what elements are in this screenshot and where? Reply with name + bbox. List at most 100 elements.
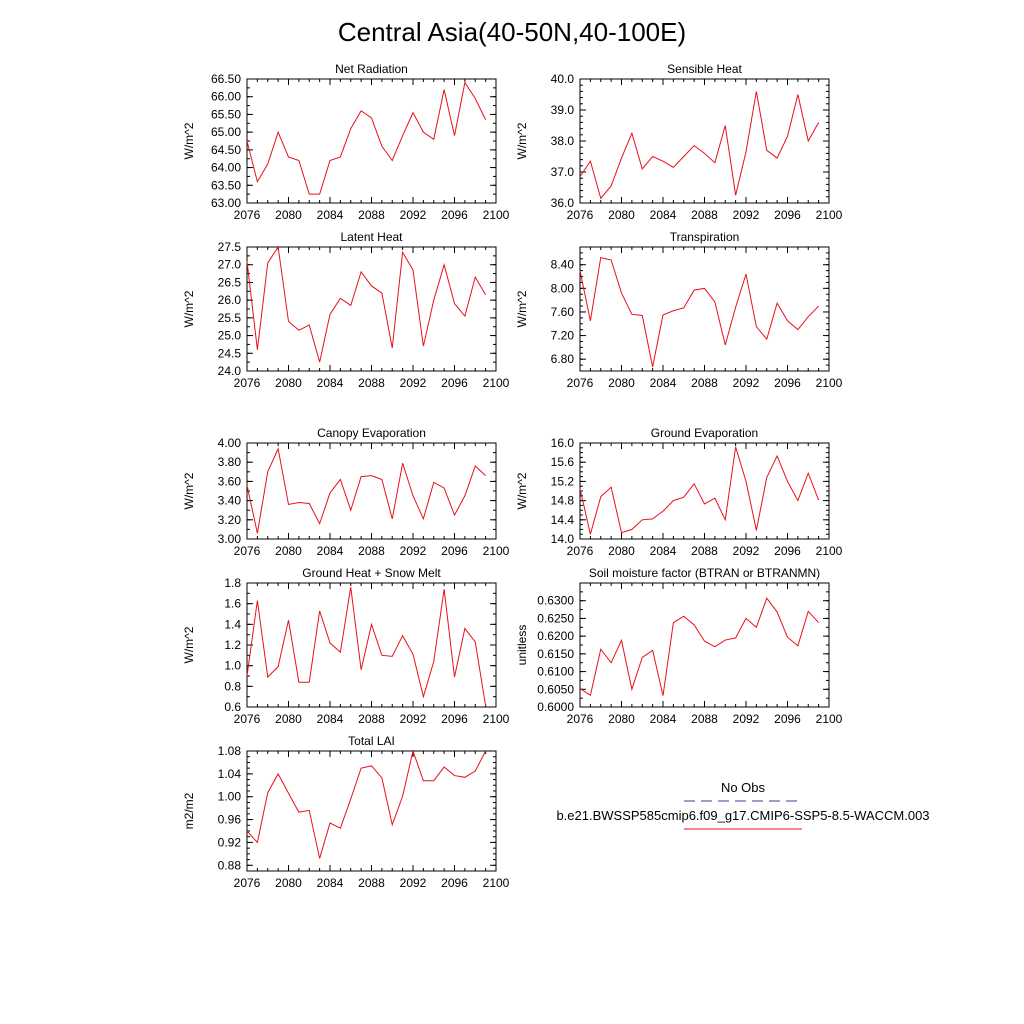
plot-frame xyxy=(579,582,830,708)
y-tick-label: 63.00 xyxy=(211,196,241,210)
y-axis-label: W/m^2 xyxy=(515,122,529,159)
series-line xyxy=(579,91,820,200)
y-tick-label: 63.50 xyxy=(211,178,241,192)
y-tick-label: 26.5 xyxy=(218,275,242,289)
x-tick-label: 2096 xyxy=(774,712,801,726)
x-tick-label: 2100 xyxy=(483,712,510,726)
y-axis-label: m2/m2 xyxy=(182,792,196,829)
x-tick-label: 2096 xyxy=(441,376,468,390)
y-tick-label: 0.88 xyxy=(218,858,242,872)
y-tick-label: 64.50 xyxy=(211,143,241,157)
x-tick-label: 2080 xyxy=(275,544,302,558)
y-tick-label: 7.60 xyxy=(551,305,575,319)
x-tick-label: 2100 xyxy=(816,376,843,390)
y-tick-label: 36.0 xyxy=(551,196,575,210)
x-tick-label: 2084 xyxy=(317,712,344,726)
x-tick-label: 2076 xyxy=(234,712,261,726)
x-tick-label: 2088 xyxy=(358,712,385,726)
y-tick-label: 3.40 xyxy=(218,494,242,508)
plot-6: Ground Evaporation W/m^2 14.0 14.4 14.8 15.2 1… xyxy=(515,426,843,558)
y-tick-label: 0.6200 xyxy=(537,629,574,643)
y-tick-label: 1.8 xyxy=(224,576,241,590)
x-tick-label: 2080 xyxy=(608,376,635,390)
series-line xyxy=(246,245,487,363)
x-tick-label: 2076 xyxy=(234,876,261,890)
x-tick-label: 2076 xyxy=(567,208,594,222)
plot-title: Total LAI xyxy=(348,734,395,748)
y-tick-label: 1.00 xyxy=(218,790,242,804)
y-axis-label: W/m^2 xyxy=(182,122,196,159)
plot-frame xyxy=(579,442,830,540)
x-tick-label: 2100 xyxy=(483,876,510,890)
plot-frame xyxy=(579,78,830,204)
x-tick-label: 2084 xyxy=(317,376,344,390)
plot-8: Soil moisture factor (BTRAN or BTRANMN) u… xyxy=(515,566,843,726)
plot-frame xyxy=(246,442,497,540)
x-tick-label: 2100 xyxy=(483,208,510,222)
x-tick-label: 2080 xyxy=(608,712,635,726)
plot-frame xyxy=(246,78,497,204)
plot-5: Canopy Evaporation W/m^2 3.00 3.20 3.40 3.60 3… xyxy=(182,426,510,558)
figure-title: Central Asia(40-50N,40-100E) xyxy=(338,17,686,47)
x-tick-label: 2092 xyxy=(400,376,427,390)
x-tick-label: 2088 xyxy=(691,712,718,726)
plot-9: Total LAI m2/m2 0.88 0.92 0.96 1.00 1.04 1.08 20… xyxy=(182,734,510,890)
y-tick-label: 65.00 xyxy=(211,125,241,139)
y-tick-label: 66.00 xyxy=(211,90,241,104)
y-tick-label: 0.6150 xyxy=(537,647,574,661)
plot-title: Canopy Evaporation xyxy=(317,426,426,440)
plot-title: Ground Heat + Snow Melt xyxy=(302,566,441,580)
y-tick-label: 1.04 xyxy=(218,767,242,781)
x-tick-label: 2096 xyxy=(441,876,468,890)
x-tick-label: 2084 xyxy=(650,544,677,558)
x-tick-label: 2096 xyxy=(774,544,801,558)
x-tick-label: 2080 xyxy=(608,208,635,222)
x-tick-label: 2076 xyxy=(234,376,261,390)
plot-1: Net Radiation W/m^2 63.00 63.50 64.00 64.50 65… xyxy=(182,62,510,222)
plot-grid: Net Radiation W/m^2 63.00 63.50 64.00 64.50 65… xyxy=(182,62,843,890)
x-tick-label: 2084 xyxy=(317,208,344,222)
y-tick-label: 0.6 xyxy=(224,700,241,714)
y-tick-label: 0.8 xyxy=(224,679,241,693)
x-tick-label: 2096 xyxy=(441,208,468,222)
y-tick-label: 0.6300 xyxy=(537,594,574,608)
y-tick-label: 16.0 xyxy=(551,436,575,450)
plot-3: Latent Heat W/m^2 24.0 24.5 25.0 25.5 26.0 26.5… xyxy=(182,230,510,390)
y-tick-label: 1.4 xyxy=(224,617,241,631)
x-tick-label: 2096 xyxy=(774,208,801,222)
x-tick-label: 2092 xyxy=(733,712,760,726)
y-tick-label: 15.2 xyxy=(551,474,575,488)
y-tick-label: 14.4 xyxy=(551,513,575,527)
y-tick-label: 6.80 xyxy=(551,352,575,366)
y-axis-label: unitless xyxy=(515,625,529,666)
y-tick-label: 0.6050 xyxy=(537,682,574,696)
legend-model-label: b.e21.BWSSP585cmip6.f09_g17.CMIP6-SSP5-8… xyxy=(556,808,929,823)
x-tick-label: 2088 xyxy=(691,544,718,558)
plot-title: Ground Evaporation xyxy=(651,426,758,440)
x-tick-label: 2092 xyxy=(400,544,427,558)
y-tick-label: 66.50 xyxy=(211,72,241,86)
plot-7: Ground Heat + Snow Melt W/m^2 0.6 0.8 1.0 1.2… xyxy=(182,566,510,726)
x-tick-label: 2076 xyxy=(567,376,594,390)
x-tick-label: 2100 xyxy=(816,544,843,558)
y-tick-label: 8.00 xyxy=(551,281,575,295)
series-line xyxy=(246,749,487,859)
x-tick-label: 2080 xyxy=(275,876,302,890)
x-tick-label: 2096 xyxy=(441,544,468,558)
y-tick-label: 1.0 xyxy=(224,659,241,673)
y-axis-label: W/m^2 xyxy=(182,290,196,327)
x-tick-label: 2080 xyxy=(275,208,302,222)
legend: No Obs b.e21.BWSSP585cmip6.f09_g17.CMIP6… xyxy=(556,780,930,830)
plot-title: Soil moisture factor (BTRAN or BTRANMN) xyxy=(589,566,820,580)
y-tick-label: 37.0 xyxy=(551,165,575,179)
x-tick-label: 2076 xyxy=(567,712,594,726)
y-tick-label: 14.8 xyxy=(551,494,575,508)
plot-title: Transpiration xyxy=(670,230,740,244)
y-tick-label: 26.0 xyxy=(218,293,242,307)
y-tick-label: 15.6 xyxy=(551,455,575,469)
x-tick-label: 2080 xyxy=(608,544,635,558)
x-tick-label: 2092 xyxy=(733,208,760,222)
series-line xyxy=(246,447,486,534)
y-tick-label: 65.50 xyxy=(211,107,241,121)
x-tick-label: 2092 xyxy=(733,544,760,558)
